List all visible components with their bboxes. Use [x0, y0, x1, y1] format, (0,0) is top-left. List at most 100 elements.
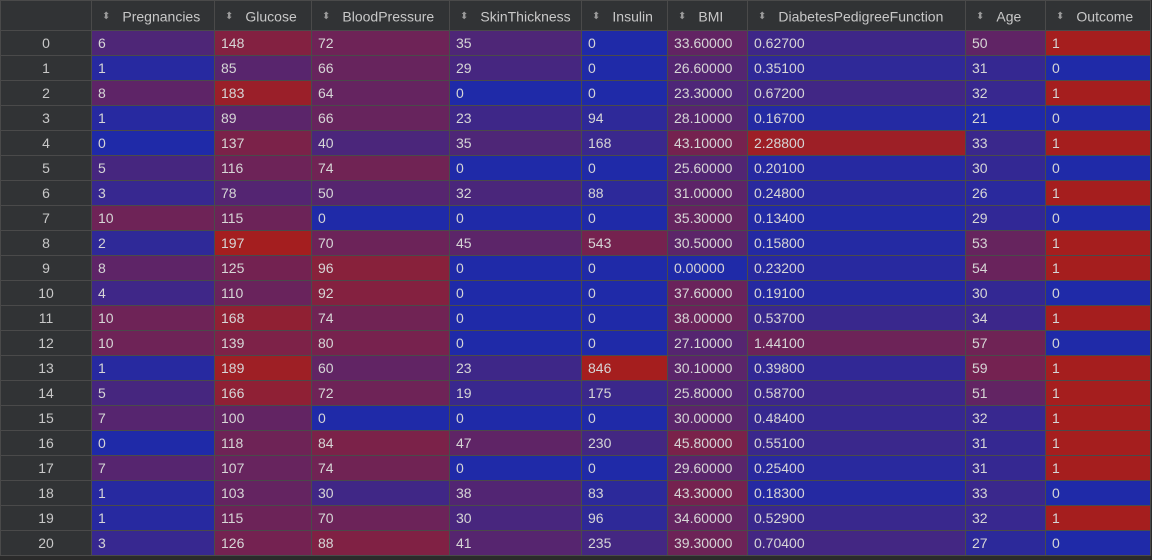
cell-insulin[interactable]: 0 [581, 30, 668, 56]
cell-age[interactable]: 51 [965, 380, 1046, 406]
cell-insulin[interactable]: 0 [581, 405, 668, 431]
cell-age[interactable]: 54 [965, 255, 1046, 281]
cell-glucose[interactable]: 110 [214, 280, 312, 306]
cell-glucose[interactable]: 166 [214, 380, 312, 406]
cell-pregnancies[interactable]: 2 [91, 230, 215, 256]
cell-outcome[interactable]: 1 [1045, 30, 1151, 56]
table-row[interactable]: 19 1 115 70 30 96 34.60000 0.52900 32 1 [0, 505, 1151, 531]
cell-bloodpressure[interactable]: 60 [311, 355, 450, 381]
cell-age[interactable]: 53 [965, 230, 1046, 256]
table-row[interactable]: 1 1 85 66 29 0 26.60000 0.35100 31 0 [0, 55, 1151, 81]
cell-glucose[interactable]: 126 [214, 530, 312, 556]
cell-diabetespedigreefunction[interactable]: 0.53700 [747, 305, 966, 331]
cell-bloodpressure[interactable]: 80 [311, 330, 450, 356]
cell-glucose[interactable]: 189 [214, 355, 312, 381]
cell-diabetespedigreefunction[interactable]: 0.58700 [747, 380, 966, 406]
cell-age[interactable]: 32 [965, 505, 1046, 531]
cell-age[interactable]: 34 [965, 305, 1046, 331]
cell-bmi[interactable]: 43.30000 [667, 480, 748, 506]
cell-insulin[interactable]: 94 [581, 105, 668, 131]
column-header-insulin[interactable]: ⬍ Insulin [581, 0, 668, 31]
cell-bmi[interactable]: 29.60000 [667, 455, 748, 481]
cell-diabetespedigreefunction[interactable]: 0.48400 [747, 405, 966, 431]
cell-bmi[interactable]: 30.50000 [667, 230, 748, 256]
cell-pregnancies[interactable]: 7 [91, 405, 215, 431]
cell-glucose[interactable]: 103 [214, 480, 312, 506]
column-header-glucose[interactable]: ⬍ Glucose [214, 0, 312, 31]
cell-diabetespedigreefunction[interactable]: 0.15800 [747, 230, 966, 256]
cell-skinthickness[interactable]: 47 [449, 430, 582, 456]
cell-bmi[interactable]: 26.60000 [667, 55, 748, 81]
cell-diabetespedigreefunction[interactable]: 0.20100 [747, 155, 966, 181]
cell-age[interactable]: 30 [965, 280, 1046, 306]
cell-glucose[interactable]: 78 [214, 180, 312, 206]
cell-skinthickness[interactable]: 35 [449, 130, 582, 156]
cell-glucose[interactable]: 115 [214, 505, 312, 531]
cell-glucose[interactable]: 168 [214, 305, 312, 331]
column-header-bloodpressure[interactable]: ⬍ BloodPressure [311, 0, 450, 31]
cell-pregnancies[interactable]: 10 [91, 330, 215, 356]
cell-skinthickness[interactable]: 29 [449, 55, 582, 81]
cell-pregnancies[interactable]: 0 [91, 430, 215, 456]
cell-outcome[interactable]: 0 [1045, 280, 1151, 306]
table-row[interactable]: 2 8 183 64 0 0 23.30000 0.67200 32 1 [0, 80, 1151, 106]
cell-glucose[interactable]: 89 [214, 105, 312, 131]
table-row[interactable]: 7 10 115 0 0 0 35.30000 0.13400 29 0 [0, 205, 1151, 231]
cell-outcome[interactable]: 1 [1045, 230, 1151, 256]
cell-bmi[interactable]: 28.10000 [667, 105, 748, 131]
cell-pregnancies[interactable]: 3 [91, 530, 215, 556]
cell-skinthickness[interactable]: 41 [449, 530, 582, 556]
column-header-diabetespedigreefunction[interactable]: ⬍ DiabetesPedigreeFunction [747, 0, 966, 31]
cell-insulin[interactable]: 0 [581, 280, 668, 306]
cell-outcome[interactable]: 0 [1045, 530, 1151, 556]
cell-age[interactable]: 50 [965, 30, 1046, 56]
cell-diabetespedigreefunction[interactable]: 0.62700 [747, 30, 966, 56]
cell-age[interactable]: 59 [965, 355, 1046, 381]
cell-bmi[interactable]: 35.30000 [667, 205, 748, 231]
cell-insulin[interactable]: 846 [581, 355, 668, 381]
sort-icon[interactable]: ⬍ [678, 10, 687, 22]
table-row[interactable]: 11 10 168 74 0 0 38.00000 0.53700 34 1 [0, 305, 1151, 331]
cell-bloodpressure[interactable]: 64 [311, 80, 450, 106]
cell-skinthickness[interactable]: 45 [449, 230, 582, 256]
table-row[interactable]: 5 5 116 74 0 0 25.60000 0.20100 30 0 [0, 155, 1151, 181]
cell-glucose[interactable]: 116 [214, 155, 312, 181]
cell-diabetespedigreefunction[interactable]: 0.55100 [747, 430, 966, 456]
cell-age[interactable]: 30 [965, 155, 1046, 181]
cell-bloodpressure[interactable]: 88 [311, 530, 450, 556]
cell-bloodpressure[interactable]: 0 [311, 205, 450, 231]
cell-glucose[interactable]: 197 [214, 230, 312, 256]
cell-bloodpressure[interactable]: 74 [311, 455, 450, 481]
cell-diabetespedigreefunction[interactable]: 0.35100 [747, 55, 966, 81]
table-row[interactable]: 14 5 166 72 19 175 25.80000 0.58700 51 1 [0, 380, 1151, 406]
cell-insulin[interactable]: 175 [581, 380, 668, 406]
cell-skinthickness[interactable]: 0 [449, 455, 582, 481]
cell-skinthickness[interactable]: 0 [449, 80, 582, 106]
cell-skinthickness[interactable]: 0 [449, 205, 582, 231]
cell-insulin[interactable]: 0 [581, 455, 668, 481]
cell-bmi[interactable]: 23.30000 [667, 80, 748, 106]
cell-bmi[interactable]: 45.80000 [667, 430, 748, 456]
sort-icon[interactable]: ⬍ [460, 10, 469, 22]
cell-pregnancies[interactable]: 10 [91, 205, 215, 231]
table-row[interactable]: 12 10 139 80 0 0 27.10000 1.44100 57 0 [0, 330, 1151, 356]
cell-outcome[interactable]: 1 [1045, 430, 1151, 456]
cell-outcome[interactable]: 1 [1045, 80, 1151, 106]
sort-icon[interactable]: ⬍ [322, 10, 331, 22]
cell-bloodpressure[interactable]: 74 [311, 155, 450, 181]
cell-bmi[interactable]: 27.10000 [667, 330, 748, 356]
sort-icon[interactable]: ⬍ [976, 10, 985, 22]
cell-diabetespedigreefunction[interactable]: 0.39800 [747, 355, 966, 381]
cell-skinthickness[interactable]: 32 [449, 180, 582, 206]
cell-outcome[interactable]: 0 [1045, 155, 1151, 181]
cell-age[interactable]: 29 [965, 205, 1046, 231]
cell-outcome[interactable]: 1 [1045, 405, 1151, 431]
cell-glucose[interactable]: 115 [214, 205, 312, 231]
cell-bmi[interactable]: 39.30000 [667, 530, 748, 556]
cell-diabetespedigreefunction[interactable]: 0.19100 [747, 280, 966, 306]
cell-outcome[interactable]: 1 [1045, 455, 1151, 481]
cell-bloodpressure[interactable]: 74 [311, 305, 450, 331]
cell-bmi[interactable]: 30.10000 [667, 355, 748, 381]
cell-age[interactable]: 31 [965, 455, 1046, 481]
cell-skinthickness[interactable]: 23 [449, 355, 582, 381]
